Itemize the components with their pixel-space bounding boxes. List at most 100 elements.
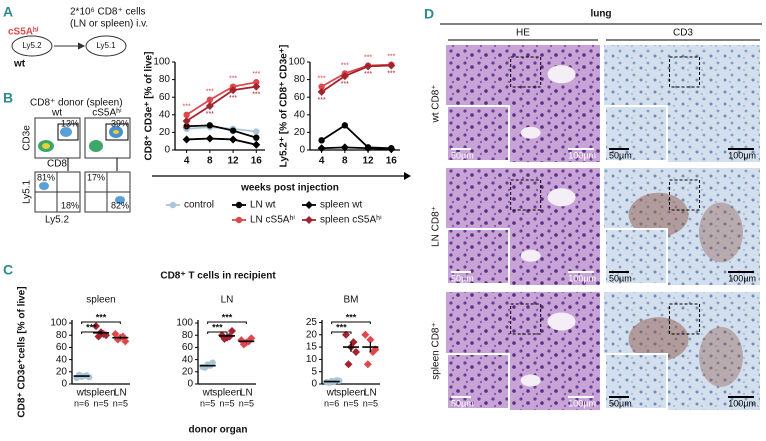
x-tick-label: 8 <box>342 156 348 167</box>
significance-bracket <box>207 331 228 334</box>
n-label: n=5 <box>219 398 234 408</box>
significance: *** <box>364 71 372 78</box>
marker <box>341 122 349 129</box>
marker <box>239 340 248 349</box>
inset <box>446 228 510 285</box>
x-tick-label: wt <box>76 388 87 399</box>
significance: *** <box>387 70 395 77</box>
scale-label: 50µm <box>451 150 474 160</box>
marker <box>252 82 261 91</box>
panel-label: C <box>3 262 13 278</box>
gate-label: 13% <box>61 118 79 128</box>
annotation: cS5Aʰⁱ <box>8 26 39 38</box>
annotation: Ly5.1 <box>96 41 116 50</box>
gate-label: 18% <box>61 200 79 210</box>
line <box>186 124 257 139</box>
column-label: CD3 <box>673 28 693 39</box>
marker <box>366 335 375 344</box>
marker <box>206 122 214 129</box>
stain <box>628 192 689 237</box>
significance: *** <box>96 312 107 322</box>
annotation: 2*10⁶ CD8⁺ cells <box>70 7 146 18</box>
n-label: n=6 <box>74 398 89 408</box>
marker <box>387 61 396 70</box>
y-tick-label: 40 <box>182 354 194 365</box>
airway <box>547 312 576 331</box>
panel-label: B <box>3 90 13 106</box>
significance: *** <box>341 81 349 88</box>
y-tick-label: 100 <box>176 318 193 329</box>
marker <box>206 96 214 104</box>
marker <box>182 135 191 144</box>
axis-label: Ly5.1 <box>22 180 33 205</box>
subtitle: BM <box>344 295 359 306</box>
significance-bracket <box>331 331 352 334</box>
column-label: wt <box>51 108 62 119</box>
micrographs <box>446 45 760 410</box>
significance: *** <box>387 53 395 60</box>
x-tick-label: wt <box>202 388 213 399</box>
scale-label: 100µm <box>728 150 756 160</box>
stain <box>699 202 743 263</box>
marker <box>92 322 100 331</box>
y-tick-label: 20 <box>182 366 194 377</box>
scale-label: 50µm <box>609 150 632 160</box>
line <box>186 81 257 116</box>
annotation: CD8⁺ donor (spleen) <box>30 98 123 109</box>
annotation: (LN or spleen) i.v. <box>70 19 148 30</box>
y-axis-label: CD8⁺ CD3e⁺ [% of live] <box>144 52 155 161</box>
y-tick-label: 40 <box>56 354 68 365</box>
legend-marker <box>235 201 243 209</box>
panel-label: D <box>424 6 434 22</box>
marker <box>318 83 325 90</box>
x-axis-label: donor organ <box>189 425 248 436</box>
row-label: spleen CD8⁺ <box>431 322 442 380</box>
line <box>186 85 257 122</box>
y-tick-label: 100 <box>153 57 170 68</box>
y-tick-label: 60 <box>159 92 171 103</box>
x-tick-label: LN <box>114 388 127 399</box>
axis-label: CD3e <box>22 125 33 151</box>
line <box>186 137 257 146</box>
column-label: cS5Aʰⁱ <box>92 108 122 119</box>
scale-label: 100µm <box>728 398 756 408</box>
zoom-box <box>669 303 701 335</box>
panel-title: lung <box>590 9 611 20</box>
x-tick-label: LN <box>364 388 377 399</box>
y-tick-label: 80 <box>294 74 306 85</box>
marker <box>318 137 325 144</box>
significance: *** <box>229 75 237 82</box>
marker <box>205 134 214 143</box>
gate-label: 39% <box>111 118 129 128</box>
scale-label: 50µm <box>609 398 632 408</box>
marker <box>344 360 353 369</box>
line <box>321 64 392 93</box>
legend-label: spleen wt <box>320 200 362 211</box>
marker <box>229 135 238 144</box>
y-tick-label: 60 <box>294 92 306 103</box>
n-label: n=6 <box>324 398 339 408</box>
subtitle: LN <box>221 295 234 306</box>
subtitle: spleen <box>86 295 115 306</box>
axis-label: CD8 <box>47 159 67 170</box>
x-tick-label: spleen <box>336 388 365 399</box>
annotation: Ly5.2 <box>22 41 42 50</box>
panel-label: A <box>3 4 13 20</box>
marker <box>182 116 191 125</box>
airway <box>547 188 576 207</box>
scale-label: 100µm <box>568 273 596 283</box>
significance-bracket <box>207 321 247 324</box>
inset <box>446 353 510 410</box>
y-tick-label: 0 <box>311 379 317 390</box>
axis-label: Ly5.2 <box>45 215 70 226</box>
marker <box>317 144 326 153</box>
x-tick-label: 16 <box>386 156 398 167</box>
marker <box>253 128 260 135</box>
schematic <box>11 35 127 57</box>
significance: *** <box>212 322 223 332</box>
line <box>321 146 392 151</box>
zoom-box <box>510 303 542 335</box>
x-tick-label: 12 <box>228 156 240 167</box>
significance: *** <box>318 75 326 82</box>
